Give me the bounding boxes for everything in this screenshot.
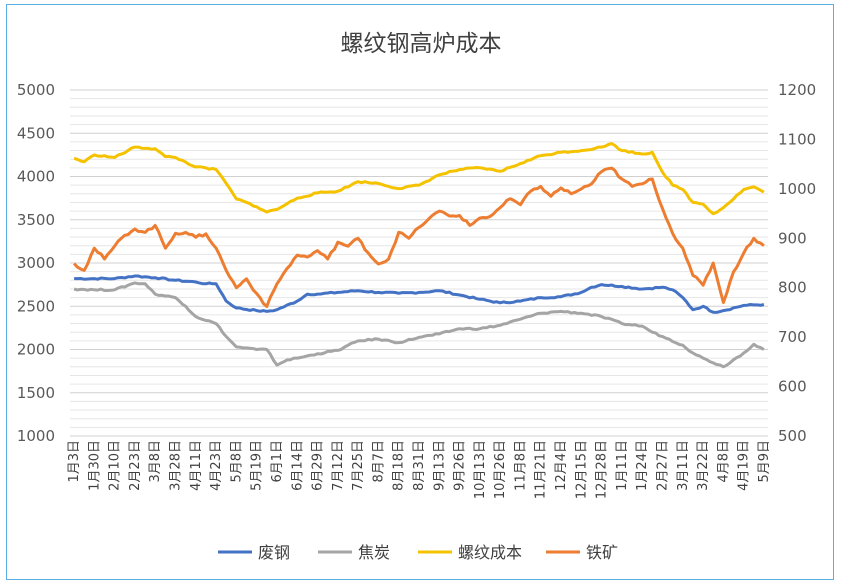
y-left-tick-label: 4500	[17, 124, 55, 142]
y-left-tick-label: 1000	[17, 427, 55, 445]
x-tick-label: 4月23日	[209, 440, 224, 491]
x-tick-label: 10月26日	[493, 440, 508, 499]
x-tick-label: 3月22日	[696, 440, 711, 491]
x-tick-label: 8月7日	[371, 440, 386, 483]
x-tick-label: 5月19日	[250, 440, 265, 491]
x-tick-label: 4月11日	[189, 440, 204, 491]
x-tick-label: 3月28日	[169, 440, 184, 491]
y-right-tick-label: 900	[778, 229, 807, 247]
x-tick-label: 9月26日	[453, 440, 468, 491]
x-tick-label: 1月3日	[67, 440, 82, 483]
x-tick-label: 5月8日	[229, 440, 244, 483]
y-right-tick-label: 700	[778, 328, 807, 346]
y-right-tick-label: 800	[778, 279, 807, 297]
x-tick-label: 1月24日	[635, 440, 650, 491]
series-line-铁矿	[72, 166, 765, 308]
series-line-螺纹成本	[73, 142, 765, 216]
y-left-tick-label: 1500	[17, 384, 55, 402]
y-left-tick-label: 2000	[17, 341, 55, 359]
x-tick-label: 3月8日	[148, 440, 163, 483]
x-tick-label: 8月31日	[412, 440, 427, 491]
gridlines	[70, 89, 768, 437]
x-tick-label: 12月4日	[554, 440, 569, 491]
y-right-tick-label: 500	[778, 427, 807, 445]
y-right-tick-label: 1000	[778, 180, 816, 198]
legend: 废钢 焦炭 螺纹成本 铁矿	[218, 543, 618, 562]
y-left-tick-label: 5000	[17, 81, 55, 99]
x-tick-label: 8月18日	[392, 440, 407, 491]
series-line-废钢	[74, 274, 765, 314]
x-tick-label: 3月11日	[676, 440, 691, 491]
series-layer	[72, 142, 765, 369]
x-tick-label: 10月13日	[473, 440, 488, 499]
legend-label: 废钢	[258, 543, 290, 562]
x-tick-label: 2月10日	[108, 440, 123, 491]
x-tick-label: 2月23日	[128, 440, 143, 491]
legend-label: 螺纹成本	[458, 543, 522, 562]
x-tick-label: 9月13日	[432, 440, 447, 491]
chart-title: 螺纹钢高炉成本	[341, 31, 502, 57]
x-tick-label: 1月11日	[615, 440, 630, 491]
legend-label: 焦炭	[358, 543, 390, 562]
x-tick-label: 11月21日	[534, 440, 549, 499]
x-tick-label: 1月30日	[87, 440, 102, 491]
x-tick-label: 7月12日	[331, 440, 346, 491]
y-left-tick-label: 4000	[17, 168, 55, 186]
x-tick-label: 11月8日	[513, 440, 528, 491]
x-tick-label: 5月9日	[757, 440, 772, 483]
x-tick-label: 12月15日	[574, 440, 589, 499]
x-tick-label: 6月29日	[311, 440, 326, 491]
x-tick-label: 2月27日	[655, 440, 670, 491]
y-right-tick-label: 600	[778, 378, 807, 396]
y-left-tick-label: 2500	[17, 297, 55, 315]
series-line-焦炭	[73, 281, 765, 369]
x-tick-label: 6月14日	[290, 440, 305, 491]
x-tick-label: 6月1日	[270, 440, 285, 483]
x-tick-label: 4月19日	[737, 440, 752, 491]
legend-label: 铁矿	[586, 543, 618, 562]
axis-labels: 5000 4500 4000 3500 3000 2500 2000 1500 1000 1200…	[17, 81, 816, 499]
y-left-tick-label: 3000	[17, 254, 55, 272]
y-left-tick-label: 3500	[17, 211, 55, 229]
y-right-tick-label: 1100	[778, 130, 816, 148]
x-tick-label: 12月28日	[595, 440, 610, 499]
x-tick-label: 4月8日	[716, 440, 731, 483]
y-right-tick-label: 1200	[778, 81, 816, 99]
x-tick-label: 7月25日	[351, 440, 366, 491]
